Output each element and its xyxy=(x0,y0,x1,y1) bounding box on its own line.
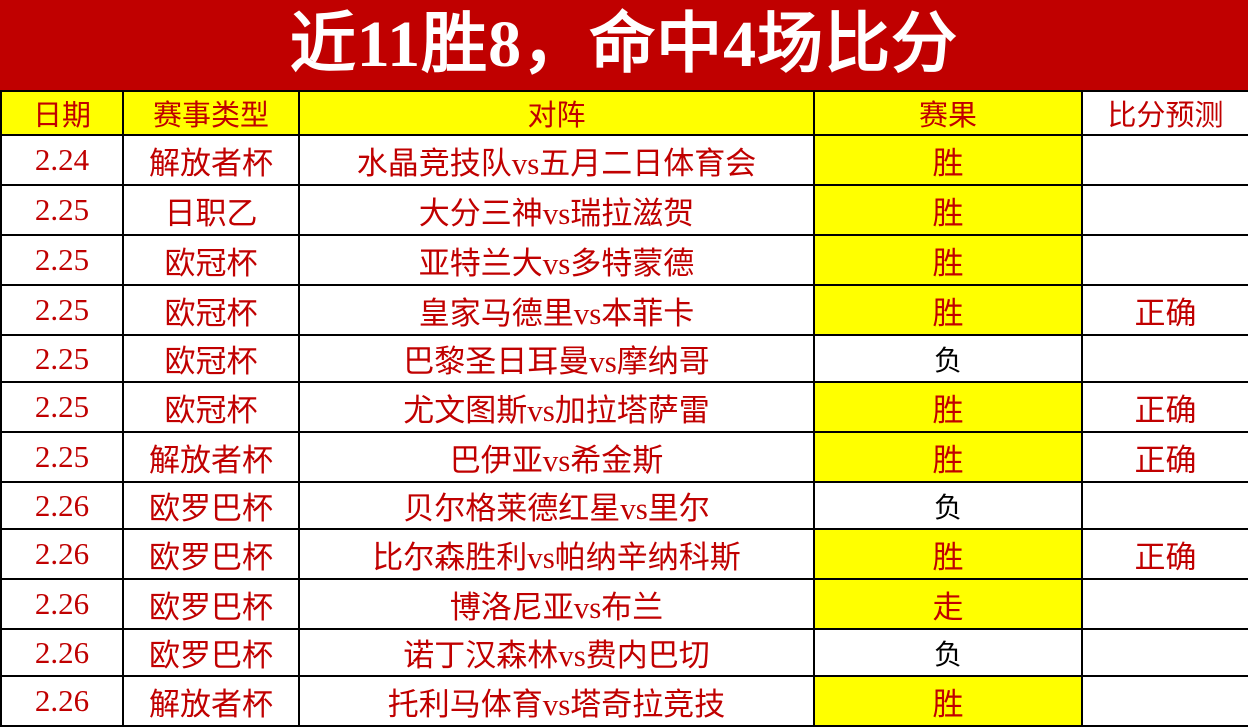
header-match: 对阵 xyxy=(298,90,815,136)
table-row: 2.25 日职乙 大分三神vs瑞拉滋贺胜 xyxy=(0,184,1248,236)
match-cell: 博洛尼亚vs布兰 xyxy=(298,578,815,630)
prediction-cell: 正确 xyxy=(1081,284,1248,336)
league-cell: 解放者杯 xyxy=(122,134,300,186)
match-cell: 诺丁汉森林vs费内巴切 xyxy=(298,628,815,677)
header-date: 日期 xyxy=(0,90,124,136)
prediction-cell: 正确 xyxy=(1081,431,1248,483)
table-row: 2.26 解放者杯 托利马体育vs塔奇拉竞技胜 xyxy=(0,675,1248,727)
result-cell: 胜 xyxy=(813,675,1083,727)
result-cell: 负 xyxy=(813,628,1083,677)
date-cell: 2.26 xyxy=(0,628,124,677)
match-cell: 大分三神vs瑞拉滋贺 xyxy=(298,184,815,236)
result-cell: 负 xyxy=(813,334,1083,383)
league-cell: 欧冠杯 xyxy=(122,381,300,433)
date-cell: 2.25 xyxy=(0,431,124,483)
result-cell: 走 xyxy=(813,578,1083,630)
prediction-cell: 正确 xyxy=(1081,528,1248,580)
league-cell: 欧罗巴杯 xyxy=(122,528,300,580)
table-row: 2.25 欧冠杯 亚特兰大vs多特蒙德胜 xyxy=(0,234,1248,286)
prediction-cell xyxy=(1081,234,1248,286)
result-cell: 胜 xyxy=(813,284,1083,336)
table-row: 2.26 欧罗巴杯 博洛尼亚vs布兰走 xyxy=(0,578,1248,630)
league-cell: 欧罗巴杯 xyxy=(122,628,300,677)
prediction-cell xyxy=(1081,675,1248,727)
date-cell: 2.26 xyxy=(0,578,124,630)
table-row: 2.25 欧冠杯 巴黎圣日耳曼vs摩纳哥负 xyxy=(0,334,1248,383)
date-cell: 2.25 xyxy=(0,234,124,286)
league-cell: 欧冠杯 xyxy=(122,234,300,286)
prediction-cell xyxy=(1081,628,1248,677)
date-cell: 2.25 xyxy=(0,184,124,236)
date-cell: 2.26 xyxy=(0,528,124,580)
page-title: 近11胜8，命中4场比分 xyxy=(0,0,1248,90)
result-cell: 胜 xyxy=(813,528,1083,580)
prediction-cell xyxy=(1081,334,1248,383)
result-cell: 胜 xyxy=(813,381,1083,433)
table-row: 2.25 欧冠杯 尤文图斯vs加拉塔萨雷胜正确 xyxy=(0,381,1248,433)
header-row: 日期 赛事类型 对阵 赛果 比分预测 xyxy=(0,90,1248,136)
date-cell: 2.24 xyxy=(0,134,124,186)
match-cell: 巴黎圣日耳曼vs摩纳哥 xyxy=(298,334,815,383)
result-cell: 胜 xyxy=(813,431,1083,483)
prediction-cell xyxy=(1081,134,1248,186)
match-cell: 水晶竞技队vs五月二日体育会 xyxy=(298,134,815,186)
table-row: 2.25 欧冠杯 皇家马德里vs本菲卡胜正确 xyxy=(0,284,1248,336)
header-prediction: 比分预测 xyxy=(1081,90,1248,136)
date-cell: 2.26 xyxy=(0,675,124,727)
prediction-cell xyxy=(1081,481,1248,530)
table-row: 2.25 解放者杯 巴伊亚vs希金斯胜正确 xyxy=(0,431,1248,483)
header-league: 赛事类型 xyxy=(122,90,300,136)
match-cell: 亚特兰大vs多特蒙德 xyxy=(298,234,815,286)
result-cell: 胜 xyxy=(813,234,1083,286)
prediction-cell: 正确 xyxy=(1081,381,1248,433)
date-cell: 2.25 xyxy=(0,381,124,433)
match-cell: 巴伊亚vs希金斯 xyxy=(298,431,815,483)
result-cell: 负 xyxy=(813,481,1083,530)
table-row: 2.26 欧罗巴杯 比尔森胜利vs帕纳辛纳科斯胜正确 xyxy=(0,528,1248,580)
match-cell: 贝尔格莱德红星vs里尔 xyxy=(298,481,815,530)
header-result: 赛果 xyxy=(813,90,1083,136)
table-row: 2.26 欧罗巴杯 诺丁汉森林vs费内巴切负 xyxy=(0,628,1248,677)
date-cell: 2.25 xyxy=(0,284,124,336)
match-cell: 尤文图斯vs加拉塔萨雷 xyxy=(298,381,815,433)
match-cell: 托利马体育vs塔奇拉竞技 xyxy=(298,675,815,727)
league-cell: 欧冠杯 xyxy=(122,334,300,383)
date-cell: 2.25 xyxy=(0,334,124,383)
league-cell: 欧罗巴杯 xyxy=(122,578,300,630)
league-cell: 日职乙 xyxy=(122,184,300,236)
table-row: 2.24 解放者杯 水晶竞技队vs五月二日体育会胜 xyxy=(0,134,1248,186)
match-cell: 比尔森胜利vs帕纳辛纳科斯 xyxy=(298,528,815,580)
table-row: 2.26 欧罗巴杯 贝尔格莱德红星vs里尔负 xyxy=(0,481,1248,530)
date-cell: 2.26 xyxy=(0,481,124,530)
league-cell: 解放者杯 xyxy=(122,431,300,483)
prediction-cell xyxy=(1081,184,1248,236)
result-cell: 胜 xyxy=(813,184,1083,236)
result-cell: 胜 xyxy=(813,134,1083,186)
league-cell: 欧罗巴杯 xyxy=(122,481,300,530)
match-cell: 皇家马德里vs本菲卡 xyxy=(298,284,815,336)
league-cell: 欧冠杯 xyxy=(122,284,300,336)
results-table: 日期 赛事类型 对阵 赛果 比分预测 2.24 解放者杯 水晶竞技队vs五月二日体育… xyxy=(0,90,1248,727)
prediction-cell xyxy=(1081,578,1248,630)
league-cell: 解放者杯 xyxy=(122,675,300,727)
